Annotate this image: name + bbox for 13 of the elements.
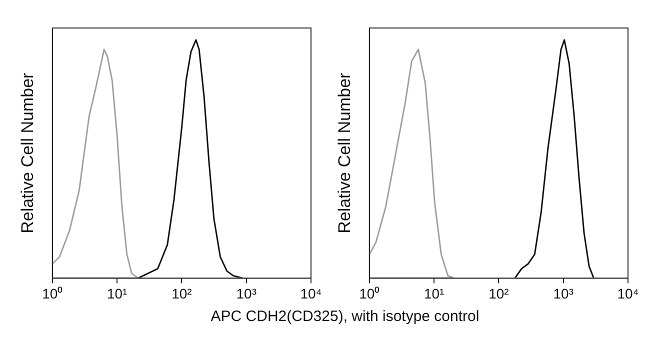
- y-axis-title: Relative Cell Number: [18, 72, 37, 234]
- x-tick-label: 10²: [488, 285, 510, 302]
- x-tick-label: 10³: [553, 285, 574, 302]
- x-axis-title: APC CDH2(CD325), with isotype control: [210, 308, 480, 325]
- x-tick-label: 10²: [172, 285, 192, 302]
- x-tick-label: 10⁰: [359, 285, 380, 302]
- x-tick-label: 10³: [236, 285, 257, 302]
- y-axis-title: Relative Cell Number: [334, 72, 354, 234]
- x-tick-label: 10⁴: [617, 285, 639, 302]
- x-tick-label: 10¹: [106, 285, 128, 302]
- x-tick-label: 10⁴: [300, 285, 322, 302]
- x-tick-label: 10⁰: [42, 285, 63, 302]
- x-tick-label: 10¹: [424, 285, 445, 302]
